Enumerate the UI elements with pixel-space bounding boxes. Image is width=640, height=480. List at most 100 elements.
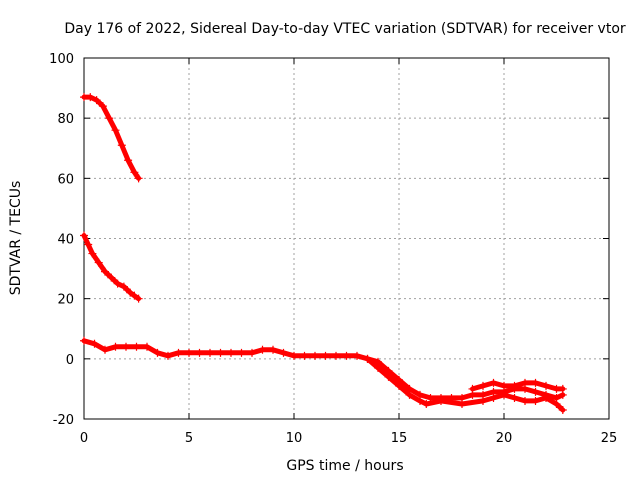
- data-point: [290, 351, 298, 360]
- grid-lines: [84, 58, 609, 419]
- data-point: [422, 399, 431, 408]
- data-point: [558, 384, 567, 393]
- data-point: [332, 351, 340, 360]
- data-point: [542, 381, 550, 390]
- data-point: [458, 399, 466, 408]
- data-point: [119, 282, 128, 291]
- series-line: [81, 338, 566, 401]
- data-point: [94, 258, 103, 267]
- data-point: [521, 378, 529, 387]
- data-point: [164, 351, 172, 360]
- data-point: [111, 126, 120, 135]
- data-point: [500, 390, 508, 399]
- data-point: [105, 114, 114, 123]
- data-point: [416, 396, 424, 405]
- data-point: [134, 174, 143, 183]
- data-point: [552, 399, 561, 408]
- data-point: [321, 351, 330, 360]
- y-tick-label: 20: [57, 293, 74, 308]
- data-point: [101, 345, 109, 354]
- data-point: [80, 231, 88, 240]
- series-middle-arc: [80, 231, 143, 303]
- data-point: [489, 378, 498, 387]
- data-point: [311, 351, 319, 360]
- x-tick-label: 5: [185, 431, 193, 446]
- y-tick-label: 0: [66, 353, 74, 368]
- series-line: [81, 94, 142, 181]
- series-upper-trail: [468, 378, 567, 393]
- x-axis-label: GPS time / hours: [286, 458, 403, 474]
- data-point: [227, 348, 235, 357]
- data-point: [113, 279, 122, 288]
- data-point: [258, 345, 267, 354]
- data-point: [363, 354, 372, 363]
- chart-title: Day 176 of 2022, Sidereal Day-to-day VTE…: [64, 21, 626, 37]
- y-tick-label: 80: [57, 112, 74, 127]
- data-point: [531, 378, 540, 387]
- y-tick-label: -20: [53, 413, 74, 428]
- y-tick-label: 60: [57, 172, 74, 187]
- data-point: [353, 351, 361, 360]
- data-point: [174, 348, 183, 357]
- data-point: [510, 381, 519, 390]
- data-point: [111, 342, 120, 351]
- data-point: [531, 396, 540, 405]
- data-point: [489, 393, 498, 402]
- data-point: [521, 396, 529, 405]
- data-point: [395, 381, 403, 390]
- data-point: [134, 294, 143, 303]
- series-line: [470, 380, 566, 392]
- series-baseline: [80, 336, 567, 402]
- data-point: [195, 348, 204, 357]
- data-point: [237, 348, 246, 357]
- data-point: [206, 348, 214, 357]
- data-point: [117, 141, 126, 150]
- data-point: [300, 351, 309, 360]
- x-tick-label: 20: [496, 431, 513, 446]
- data-point: [143, 342, 151, 351]
- data-point: [558, 405, 567, 414]
- axis-ticks: 0 5 10 15 20 25 -20 0 20 40 60 80 100: [49, 52, 617, 446]
- x-tick-label: 0: [80, 431, 88, 446]
- data-point: [107, 273, 116, 282]
- data-point: [479, 396, 487, 405]
- data-point: [124, 156, 133, 165]
- data-point: [126, 288, 135, 297]
- data-point: [86, 93, 95, 102]
- data-point: [153, 348, 162, 357]
- series-lower-trail: [363, 354, 567, 414]
- data-point: [279, 348, 288, 357]
- data-point: [374, 363, 382, 372]
- data-point: [405, 390, 414, 399]
- data-point: [122, 342, 130, 351]
- data-point: [98, 102, 107, 111]
- data-point: [500, 381, 508, 390]
- data-point: [80, 336, 88, 345]
- data-point: [130, 168, 139, 177]
- data-point: [132, 342, 141, 351]
- series-upper-arc: [80, 93, 143, 183]
- data-point: [542, 393, 550, 402]
- data-marks: [80, 93, 567, 414]
- data-point: [88, 249, 97, 258]
- data-point: [248, 348, 256, 357]
- data-point: [437, 396, 445, 405]
- data-point: [90, 339, 99, 348]
- data-point: [92, 96, 101, 105]
- data-point: [342, 351, 351, 360]
- data-point: [216, 348, 225, 357]
- data-point: [185, 348, 193, 357]
- data-point: [84, 240, 93, 249]
- data-point: [468, 384, 477, 393]
- data-point: [479, 381, 487, 390]
- data-point: [101, 267, 109, 276]
- data-point: [384, 372, 393, 381]
- data-point: [510, 393, 519, 402]
- x-tick-label: 10: [286, 431, 303, 446]
- y-tick-label: 40: [57, 233, 74, 248]
- x-tick-label: 25: [601, 431, 618, 446]
- data-point: [130, 291, 139, 300]
- data-point: [531, 387, 540, 396]
- x-tick-label: 15: [391, 431, 408, 446]
